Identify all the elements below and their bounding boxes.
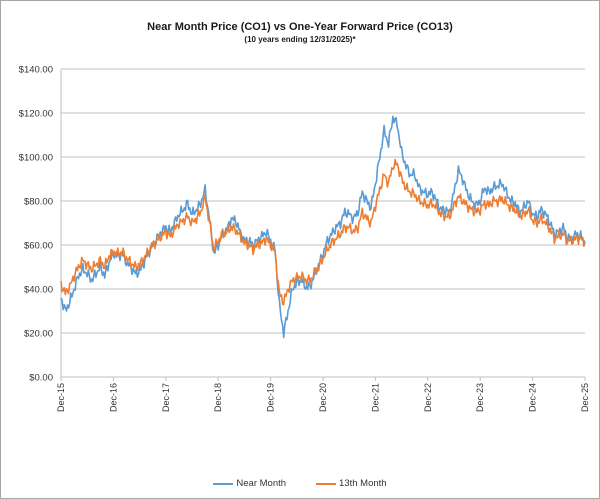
- y-tick-label: $80.00: [24, 197, 53, 208]
- legend-label-near-month: Near Month: [236, 478, 287, 489]
- x-tick-label: Dec-21: [370, 383, 380, 412]
- legend-item-13th-month: 13th Month: [316, 478, 387, 489]
- series-lines: [60, 115, 586, 339]
- chart-title: Near Month Price (CO1) vs One-Year Forwa…: [147, 21, 453, 33]
- x-axis-tick-labels: Dec-15 Dec-16 Dec-17 Dec-18 Dec-19 Dec-20 Dec-…: [56, 377, 590, 412]
- series-line-near-month: [60, 115, 586, 339]
- x-tick-label: Dec-25: [580, 383, 590, 412]
- legend-swatch-near-month: [213, 482, 234, 485]
- x-tick-label: Dec-16: [108, 383, 118, 412]
- y-tick-label: $0.00: [29, 373, 53, 384]
- x-tick-label: Dec-23: [475, 383, 485, 412]
- y-tick-label: $60.00: [24, 241, 53, 252]
- y-tick-label: $20.00: [24, 329, 53, 340]
- x-tick-label: Dec-24: [528, 383, 538, 412]
- series-line-13th-month: [60, 158, 586, 306]
- gridlines: [61, 68, 585, 334]
- y-tick-label: $100.00: [19, 153, 53, 164]
- y-tick-label: $40.00: [24, 285, 53, 296]
- legend: Near Month 13th Month: [0, 478, 600, 489]
- legend-item-near-month: Near Month: [213, 478, 286, 489]
- y-tick-label: $120.00: [19, 109, 53, 120]
- legend-label-13th-month: 13th Month: [339, 478, 387, 489]
- x-tick-label: Dec-19: [266, 383, 276, 412]
- legend-swatch-13th-month: [316, 482, 337, 485]
- chart-subtitle: (10 years ending 12/31/2025)*: [244, 35, 356, 44]
- y-tick-label: $140.00: [19, 65, 53, 76]
- x-tick-label: Dec-22: [423, 383, 433, 412]
- axes: [60, 69, 585, 378]
- x-tick-label: Dec-20: [318, 383, 328, 412]
- x-tick-label: Dec-17: [161, 383, 171, 412]
- x-tick-label: Dec-15: [56, 383, 66, 412]
- y-axis-tick-labels: $0.00 $20.00 $40.00 $60.00 $80.00 $100.00 $120…: [19, 65, 53, 384]
- x-tick-label: Dec-18: [213, 383, 223, 412]
